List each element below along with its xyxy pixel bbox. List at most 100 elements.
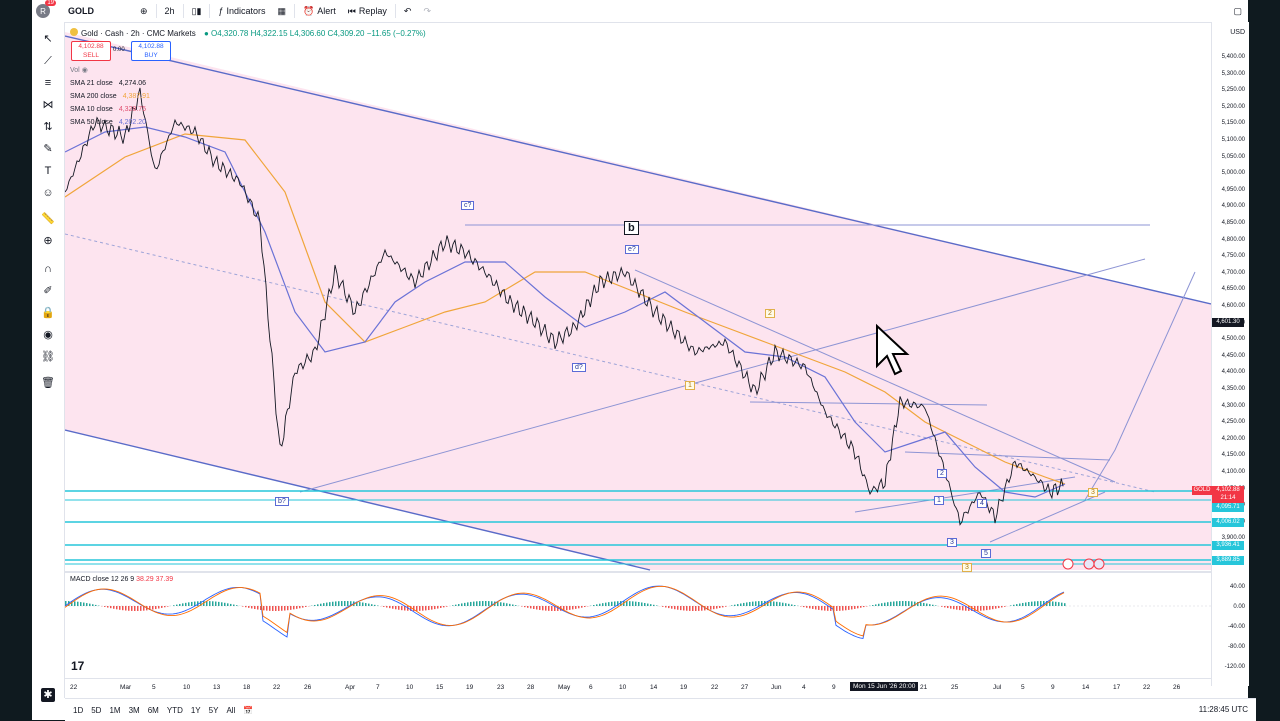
magnet-icon[interactable]: ∩	[41, 262, 55, 276]
macd-bar	[887, 602, 889, 606]
timeframe-5y[interactable]: 5Y	[209, 706, 219, 715]
timeframe-1m[interactable]: 1M	[109, 706, 120, 715]
time-axis-label: 9	[832, 684, 836, 691]
link-icon[interactable]: ⛓	[41, 350, 55, 364]
stay-drawing-icon[interactable]: ✐	[41, 284, 55, 298]
macd-axis-label: -40.00	[1228, 624, 1245, 630]
timeframe-3m[interactable]: 3M	[129, 706, 140, 715]
macd-bar	[443, 606, 445, 607]
fib-retracement-icon[interactable]: ≡	[41, 76, 55, 90]
text-icon[interactable]: T	[41, 164, 55, 178]
macd-bar	[131, 606, 133, 611]
undo-icon[interactable]: ↶	[398, 0, 418, 22]
macd-bar	[701, 606, 703, 611]
wave-label[interactable]: 4	[977, 499, 987, 508]
zoom-icon[interactable]: ⊕	[41, 234, 55, 248]
timeframe-5d[interactable]: 5D	[91, 706, 101, 715]
timeframe-1y[interactable]: 1Y	[191, 706, 201, 715]
trash-icon[interactable]: 🗑	[41, 376, 55, 390]
macd-bar	[365, 603, 367, 606]
eye-icon[interactable]: ◉	[41, 328, 55, 342]
emoji-icon[interactable]: ☺	[41, 186, 55, 200]
macd-bar	[692, 606, 694, 611]
chart-type-icon[interactable]: ▯▮	[186, 0, 208, 22]
macd-bar	[506, 603, 508, 606]
timeframe-6m[interactable]: 6M	[148, 706, 159, 715]
cursor-icon[interactable]: ↖	[41, 32, 55, 46]
interval-button[interactable]: 2h	[159, 0, 181, 22]
time-axis-label: 22	[1143, 684, 1150, 691]
wave-label[interactable]: 2	[765, 309, 775, 318]
macd-bar	[338, 601, 340, 606]
clock[interactable]: 11:28:45 UTC	[1199, 705, 1248, 714]
date-range-icon[interactable]: 📅	[243, 706, 253, 715]
wave-label[interactable]: 3	[947, 538, 957, 547]
trend-line-icon[interactable]: ⟋	[41, 54, 55, 68]
object-tree-icon[interactable]: ✱	[41, 688, 55, 702]
wave-label[interactable]: 3	[1088, 488, 1098, 497]
macd-legend[interactable]: MACD close 12 26 9 38.29 37.39	[70, 576, 173, 583]
templates-icon[interactable]: ▦	[272, 0, 293, 22]
time-axis-label: 6	[589, 684, 593, 691]
wave-label[interactable]: 1	[934, 496, 944, 505]
forecast-icon[interactable]: ⇅	[41, 120, 55, 134]
wave-label[interactable]: 5	[981, 549, 991, 558]
lightning-icon[interactable]	[1063, 559, 1073, 569]
fullscreen-icon[interactable]: ▢	[1227, 0, 1248, 22]
flag-icon[interactable]	[1084, 559, 1094, 569]
eye-icon[interactable]: ◉	[82, 67, 88, 74]
redo-icon[interactable]: ↷	[417, 0, 437, 22]
tradingview-logo-icon[interactable]: 17	[71, 659, 85, 673]
add-symbol-icon[interactable]: ⊕	[134, 0, 154, 22]
wave-label[interactable]: 1	[685, 381, 695, 390]
chart-pane[interactable]: 17 c? b e? 2 d? 1 b? 2 1 4 3 5 3 3	[65, 22, 1211, 698]
macd-bar	[731, 605, 733, 606]
volume-indicator[interactable]: Vol ◉	[70, 66, 88, 74]
macd-axis-label: 0.00	[1233, 604, 1245, 610]
lock-icon[interactable]: 🔒	[41, 306, 55, 320]
macd-bar	[167, 606, 169, 607]
macd-bar	[1034, 601, 1036, 606]
timeframe-all[interactable]: All	[226, 706, 235, 715]
symbol-search[interactable]: GOLD	[62, 0, 134, 22]
macd-bar	[890, 602, 892, 606]
ruler-icon[interactable]: 📏	[41, 212, 55, 226]
timeframe-ytd[interactable]: YTD	[167, 706, 183, 715]
macd-bar	[104, 606, 106, 607]
chart-canvas[interactable]: 17	[65, 22, 1211, 678]
wave-label[interactable]: d?	[572, 363, 586, 372]
wave-label[interactable]: c?	[461, 201, 474, 210]
wave-label[interactable]: 3	[962, 563, 972, 572]
flag-icon[interactable]	[1094, 559, 1104, 569]
alert-button[interactable]: ⏰Alert	[297, 0, 342, 22]
legend-title[interactable]: Gold · Cash · 2h · CMC Markets	[81, 29, 196, 38]
wave-label-b[interactable]: b	[624, 221, 639, 235]
macd-bar	[602, 603, 604, 606]
pattern-icon[interactable]: ⋈	[41, 98, 55, 112]
timeframe-1d[interactable]: 1D	[73, 706, 83, 715]
replay-button[interactable]: ⏮Replay	[342, 0, 393, 22]
wave-label[interactable]: b?	[275, 497, 289, 506]
brush-icon[interactable]: ✎	[41, 142, 55, 156]
wave-label[interactable]: 2	[937, 469, 947, 478]
indicator-value: 4,274.06	[117, 80, 148, 87]
wave-label[interactable]: e?	[625, 245, 639, 254]
macd-bar	[440, 606, 442, 608]
macd-bar	[224, 603, 226, 606]
macd-bar	[272, 606, 274, 611]
macd-bar	[392, 606, 394, 609]
price-axis-label: 4,100.00	[1222, 469, 1245, 475]
indicators-icon: ƒ	[218, 6, 223, 16]
currency-label[interactable]: USD	[1230, 29, 1245, 36]
macd-bar	[1004, 606, 1006, 607]
